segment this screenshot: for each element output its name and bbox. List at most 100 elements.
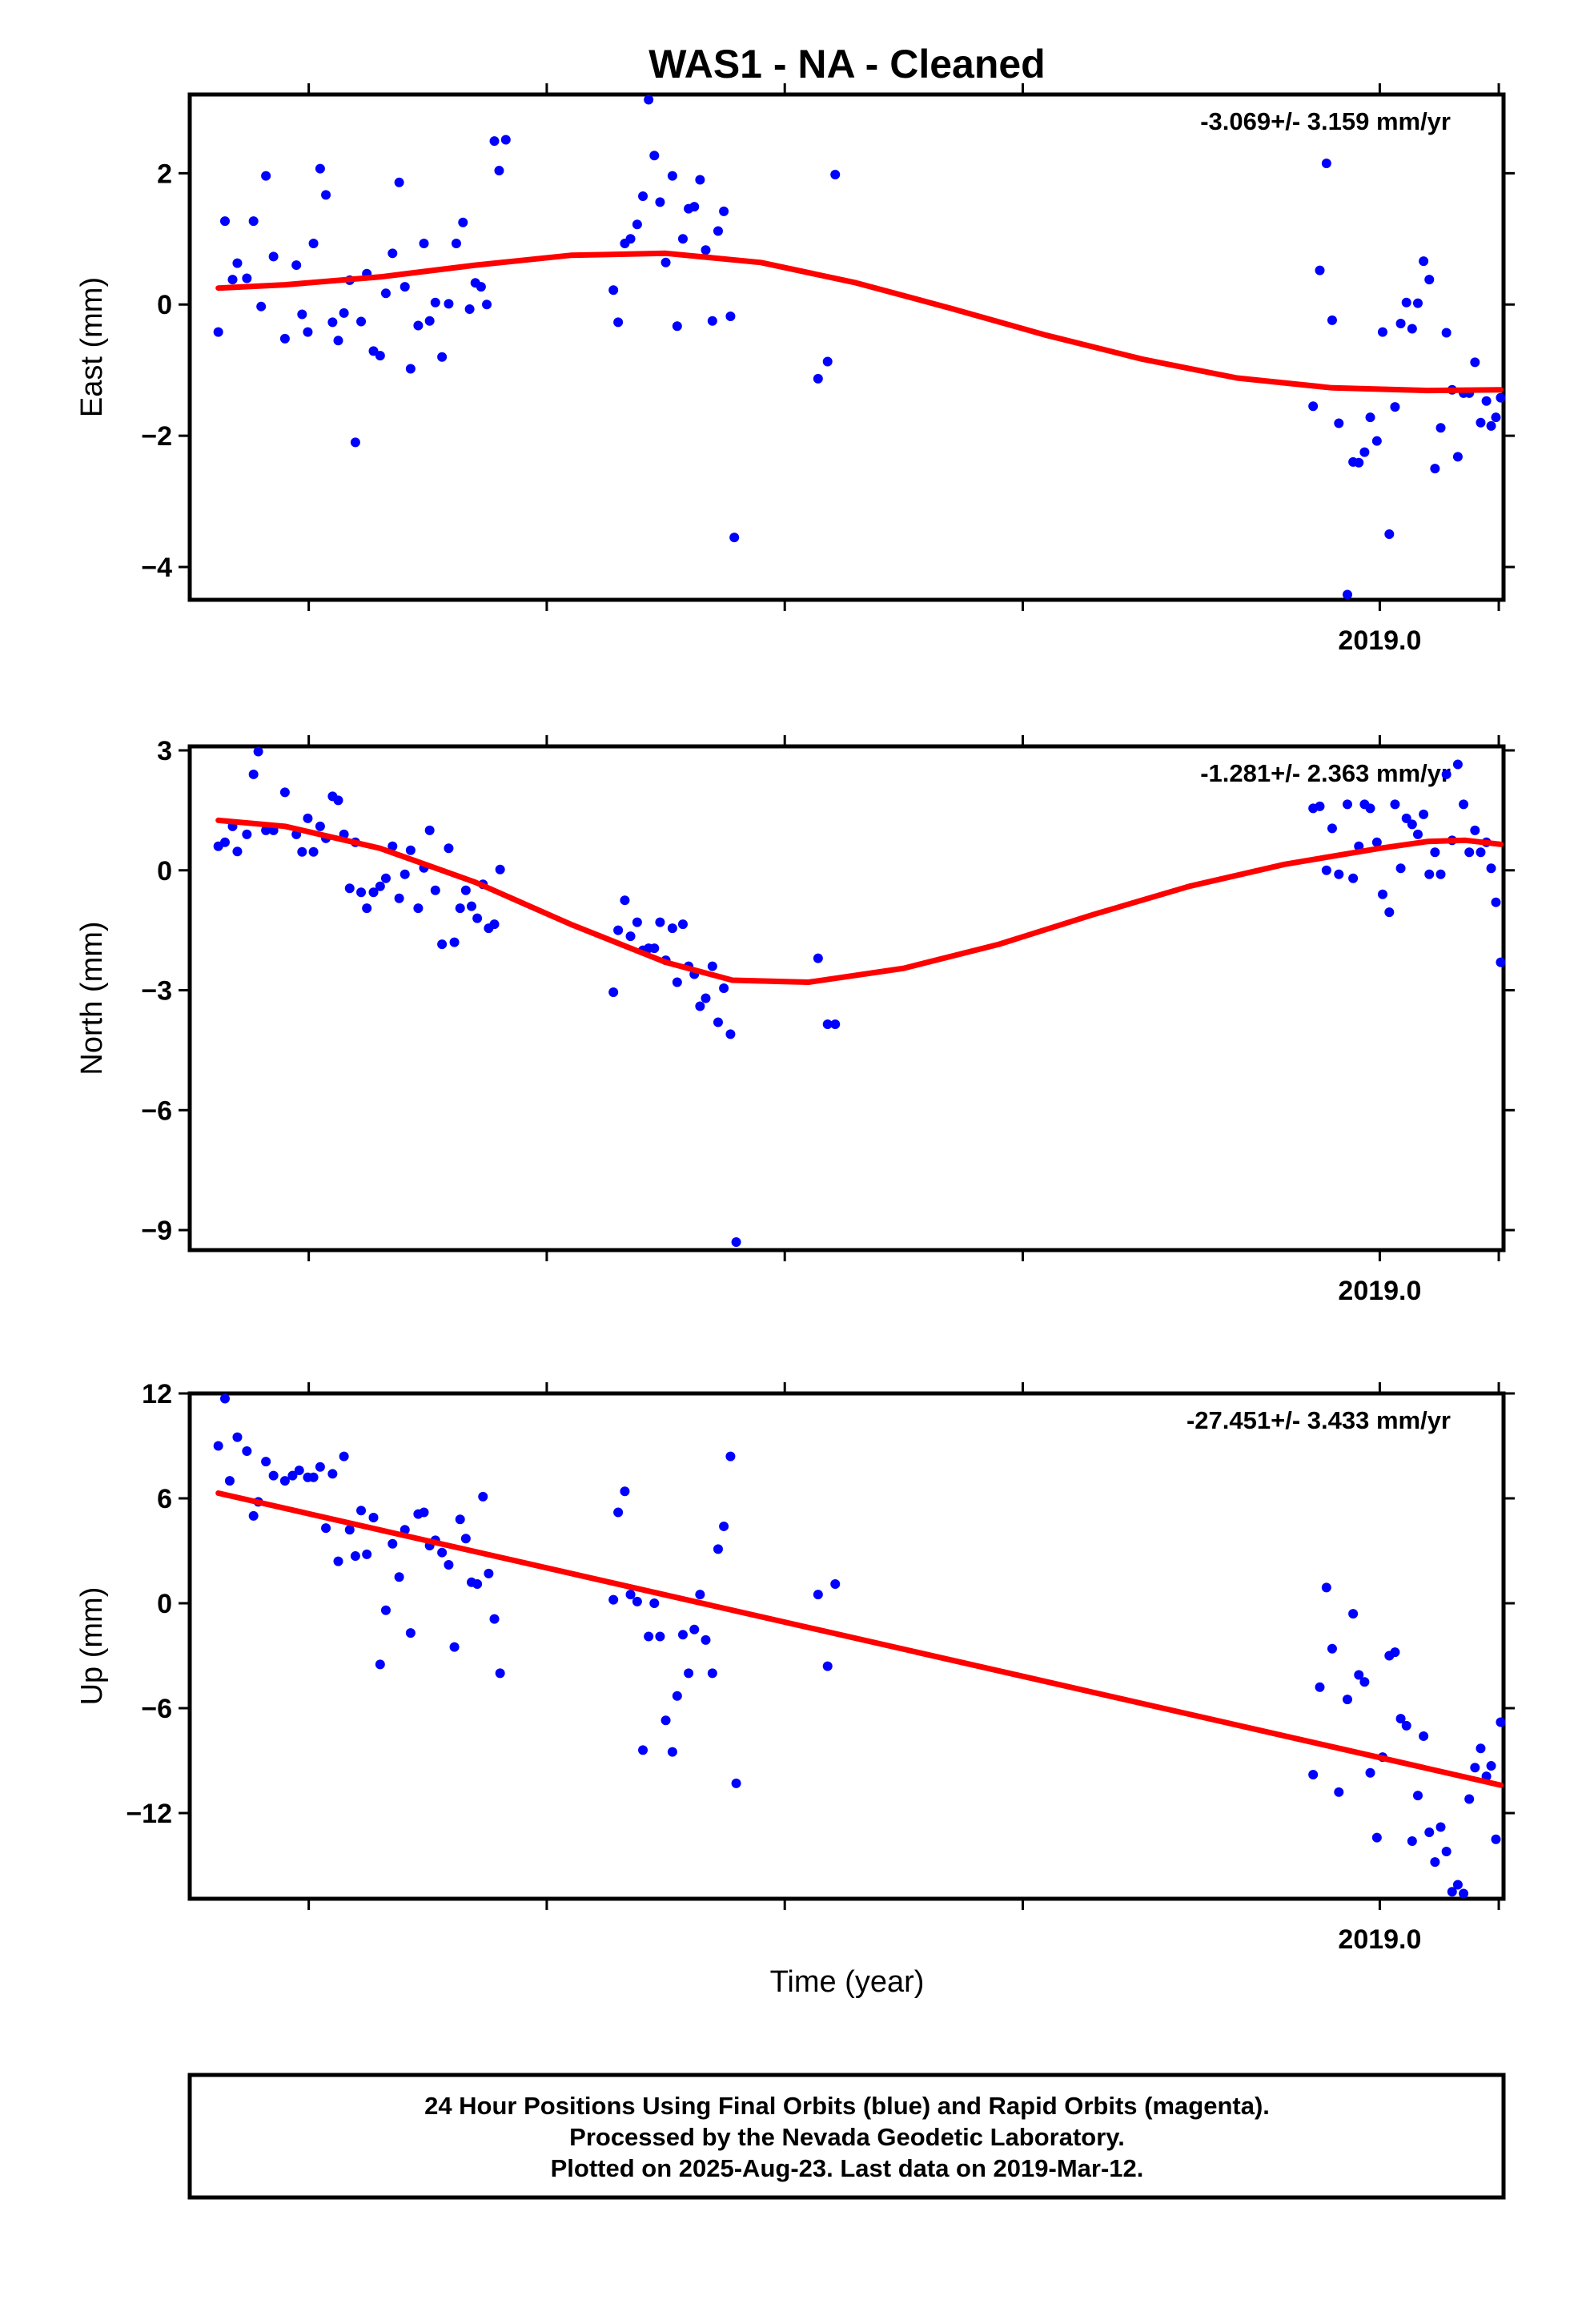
north-data-point <box>1315 801 1325 811</box>
up-data-point <box>219 1393 230 1404</box>
north-data-point <box>444 843 454 854</box>
north-data-point <box>261 825 271 835</box>
north-data-point <box>472 913 483 923</box>
north-data-point <box>1491 897 1501 907</box>
up-data-point <box>655 1631 665 1642</box>
up-data-point <box>1476 1743 1486 1754</box>
panel-up: 12 6 0 −6 −12 2019.0 Up (mm) -27.451+/- 3.433 m… <box>75 1379 1515 1955</box>
east-data-point <box>1334 418 1344 428</box>
east-data-point <box>476 282 486 292</box>
east-data-point <box>1371 436 1382 446</box>
up-data-point <box>1308 1769 1319 1779</box>
up-data-point <box>701 1634 711 1645</box>
up-data-point <box>1470 1763 1480 1773</box>
up-data-point <box>661 1715 671 1726</box>
east-y-tick-label: 0 <box>157 290 172 320</box>
footer-box <box>187 2073 1506 2200</box>
north-y-tick-label: −9 <box>141 1216 172 1246</box>
north-data-point <box>1395 863 1406 874</box>
up-data-point <box>719 1521 729 1531</box>
north-data-point <box>1327 823 1337 834</box>
north-data-point <box>387 841 398 851</box>
north-data-point <box>655 917 665 927</box>
north-data-point <box>344 883 355 894</box>
up-y-tick-label: −12 <box>126 1799 172 1829</box>
east-data-point <box>242 273 252 283</box>
up-data-point <box>1371 1832 1382 1843</box>
east-data-point <box>268 251 279 262</box>
north-data-point <box>677 919 688 930</box>
north-frame <box>187 744 1506 1252</box>
up-data-point <box>368 1513 379 1523</box>
up-data-point <box>1412 1791 1423 1801</box>
east-data-point <box>279 333 290 344</box>
up-data-point <box>684 1668 694 1679</box>
east-data-point <box>707 316 717 326</box>
east-data-point <box>713 226 723 236</box>
up-data-point <box>224 1476 235 1486</box>
up-data-point <box>444 1559 454 1570</box>
up-data-point <box>279 1476 290 1486</box>
east-data-point <box>1321 159 1331 169</box>
chart-title: WAS1 - NA - Cleaned <box>648 42 1045 86</box>
up-data-point <box>455 1514 465 1525</box>
east-rate-label: -3.069+/- 3.159 mm/yr <box>1200 107 1451 135</box>
up-data-point <box>689 1624 700 1634</box>
east-data-point <box>667 171 677 181</box>
north-data-point <box>308 846 319 857</box>
north-fit-line <box>215 817 1504 985</box>
up-data-point <box>695 1590 705 1600</box>
east-data-point <box>1452 452 1463 462</box>
up-data-point <box>344 1525 355 1535</box>
up-data-point <box>1447 1887 1457 1897</box>
east-data-point <box>339 308 349 318</box>
up-data-point <box>333 1556 343 1566</box>
east-fit-line <box>215 250 1504 394</box>
north-rate-label: -1.281+/- 2.363 mm/yr <box>1200 759 1451 787</box>
up-data-point <box>375 1659 385 1670</box>
north-data-point <box>279 787 290 798</box>
north-data-point <box>1384 907 1395 918</box>
north-data-point <box>405 845 416 855</box>
east-data-point <box>458 217 468 227</box>
north-data-point <box>1464 847 1475 858</box>
up-data-point <box>380 1605 391 1615</box>
up-rate-label: -27.451+/- 3.433 mm/yr <box>1186 1406 1451 1434</box>
north-data-point <box>1365 803 1375 814</box>
up-data-point <box>489 1614 500 1624</box>
east-data-point <box>1424 275 1435 285</box>
up-data-point <box>261 1457 271 1467</box>
east-data-point <box>1441 328 1452 338</box>
east-data-point <box>689 202 700 212</box>
up-data-point <box>472 1578 483 1589</box>
north-data-point <box>253 746 263 757</box>
east-data-point <box>1395 318 1406 328</box>
east-data-point <box>638 191 648 202</box>
north-x-tick-label: 2019.0 <box>1338 1276 1421 1306</box>
north-data-point <box>375 881 385 891</box>
north-data-point <box>413 903 424 914</box>
up-data-point <box>1491 1834 1501 1844</box>
east-data-point <box>655 197 665 207</box>
east-data-point <box>327 317 338 328</box>
up-data-point <box>321 1523 331 1534</box>
east-y-axis-title: East (mm) <box>75 277 109 417</box>
north-data-point <box>380 873 391 883</box>
north-data-point <box>719 983 729 994</box>
north-data-point <box>649 943 660 954</box>
up-data-point <box>638 1745 648 1755</box>
x-axis-title: Time (year) <box>770 1965 925 1999</box>
east-data-point <box>677 234 688 244</box>
up-data-point <box>632 1596 642 1606</box>
north-data-point <box>333 795 343 806</box>
east-data-point <box>333 336 343 346</box>
east-data-point <box>256 301 267 312</box>
north-data-point <box>1424 869 1435 879</box>
footer-line-3: Plotted on 2025-Aug-23. Last data on 201… <box>551 2154 1144 2182</box>
north-data-point <box>394 893 404 903</box>
north-data-point <box>1342 799 1352 810</box>
north-y-tick-label: 0 <box>157 856 172 887</box>
up-data-point <box>1401 1720 1411 1731</box>
east-data-point <box>695 175 705 185</box>
east-data-point <box>1359 447 1370 457</box>
